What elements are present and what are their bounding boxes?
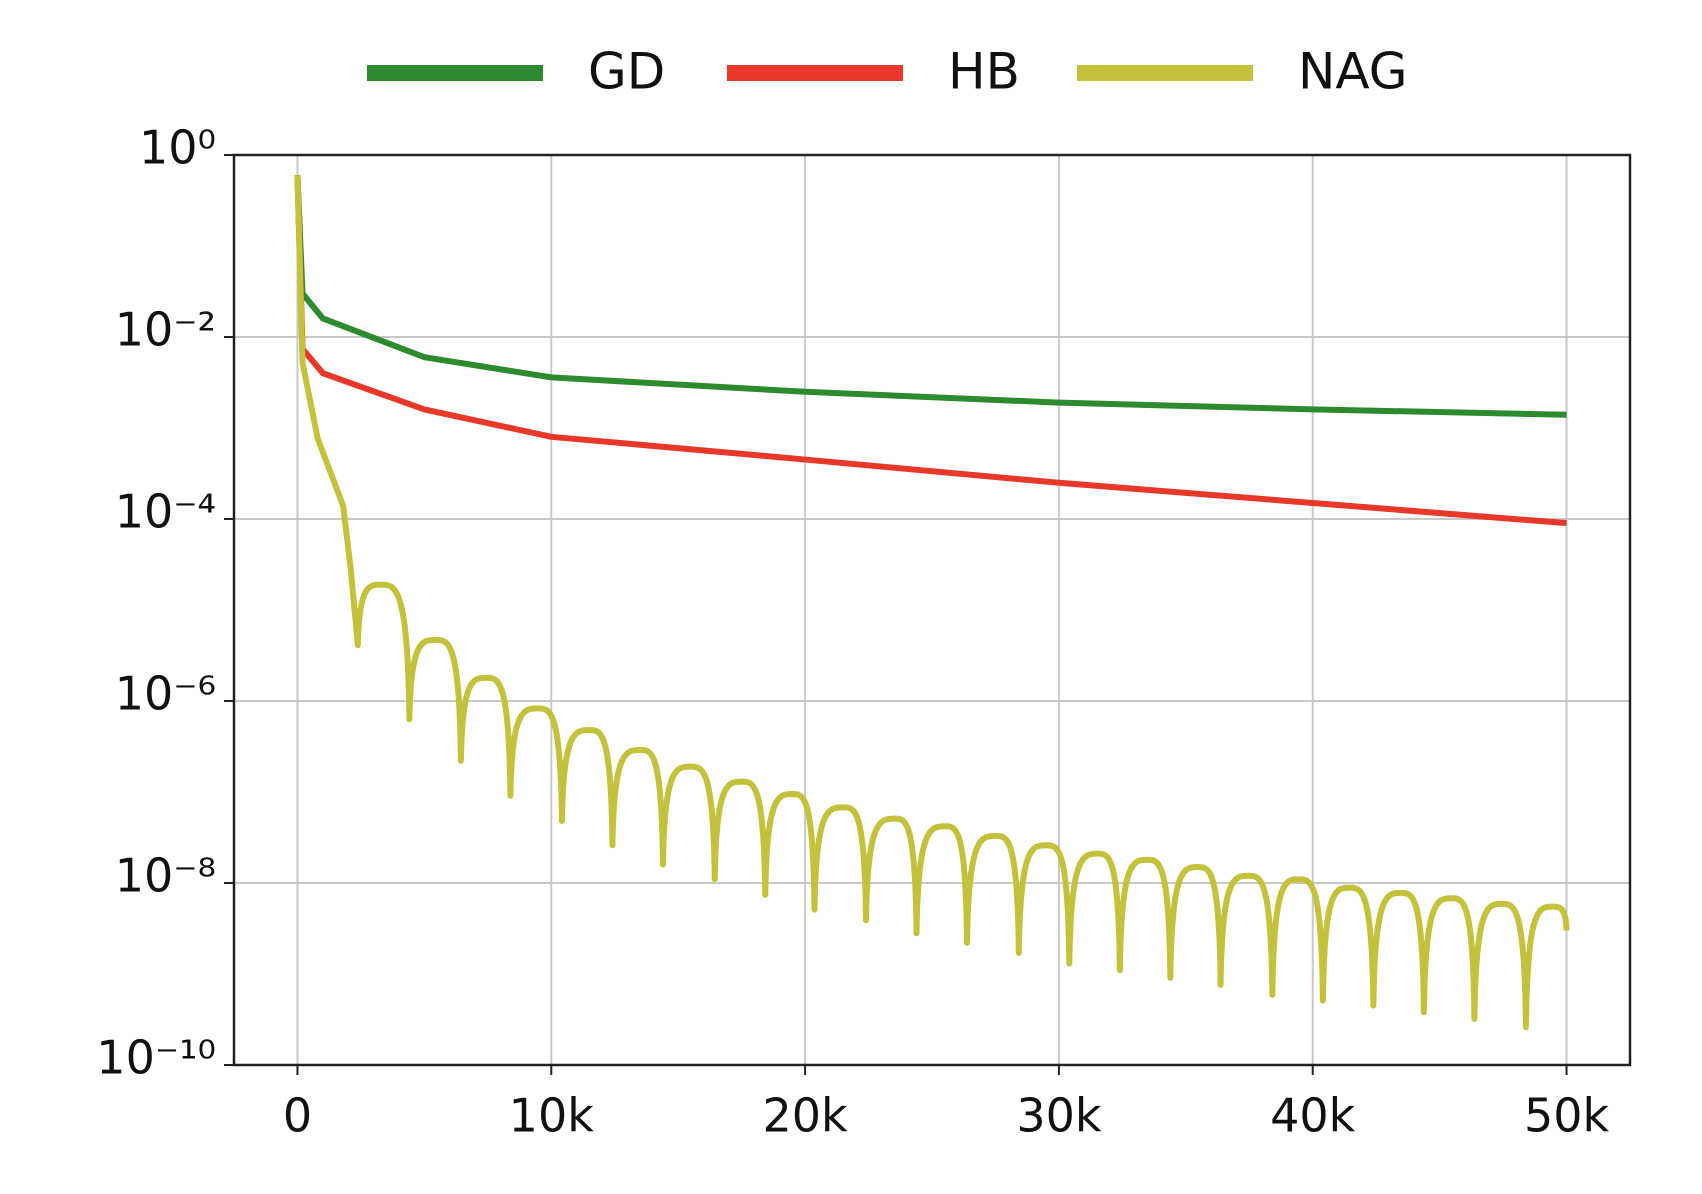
x-tick-label: 0: [283, 1089, 312, 1143]
y-tick-label: 10⁻⁴: [115, 485, 216, 539]
series-line: [294, 175, 1570, 1031]
legend-label: NAG: [1298, 43, 1407, 101]
legend-label: GD: [588, 43, 665, 101]
x-tick-label: 20k: [763, 1089, 849, 1143]
y-tick-label: 10⁻²: [115, 303, 216, 357]
x-tick-label: 10k: [509, 1089, 595, 1143]
y-tick-label: 10⁻⁸: [115, 849, 216, 903]
plot-lines: [294, 175, 1570, 1031]
y-tick-label: 10⁻¹⁰: [96, 1031, 216, 1085]
series-line: [294, 175, 1567, 418]
labels: 0 10k 20k 30k 40k 50k 10⁰ 10⁻² 10⁻⁴ 10⁻⁶ 10⁻⁸ 10⁻¹⁰…: [96, 43, 1609, 1143]
x-tick-label: 30k: [1016, 1089, 1102, 1143]
x-tick-label: 40k: [1270, 1089, 1356, 1143]
y-tick-label: 10⁰: [139, 121, 216, 175]
x-tick-label: 50k: [1524, 1089, 1610, 1143]
legend-label: HB: [948, 43, 1020, 101]
axes-frame: [232, 153, 1632, 1067]
y-tick-label: 10⁻⁶: [115, 667, 216, 721]
series-line: [294, 175, 1567, 527]
